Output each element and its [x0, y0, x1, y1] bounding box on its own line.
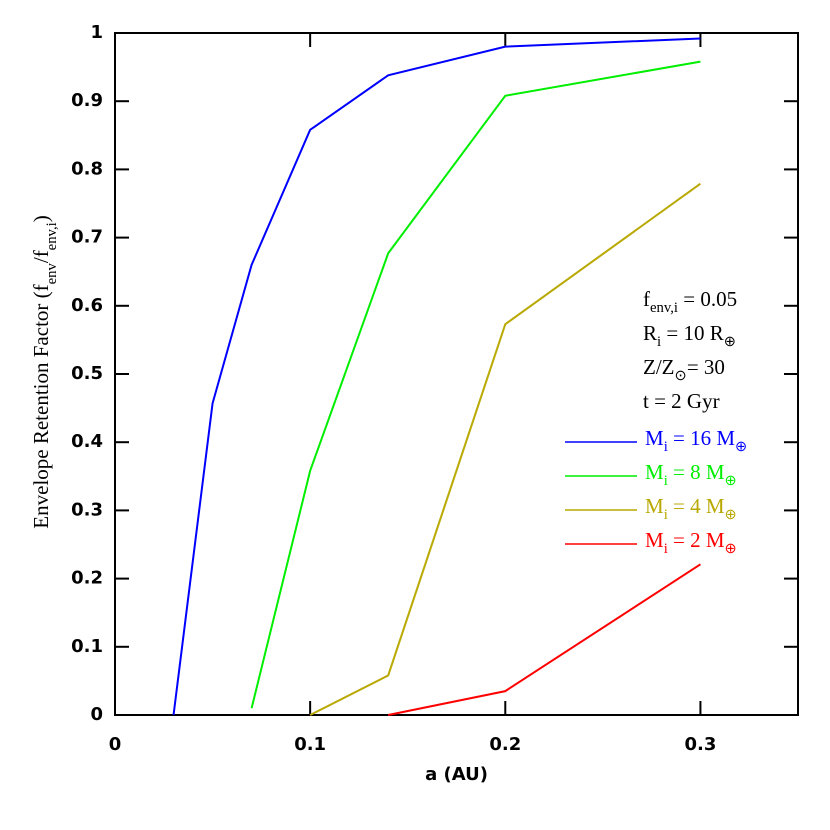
series-line	[309, 182, 702, 716]
y-tick-label: 0.1	[71, 636, 103, 657]
annotation-part: f	[643, 287, 650, 311]
y-axis-title-part: /f	[29, 250, 53, 263]
legend-label-part: M	[645, 460, 664, 484]
legend-label: Mi = 4 M⊕	[645, 494, 737, 524]
annotation-part: i	[657, 334, 661, 350]
y-axis-title-part: )	[29, 215, 53, 222]
y-axis-title: Envelope Retention Factor (fenv/fenv,i)	[29, 215, 60, 528]
y-tick-label: 0.7	[71, 227, 103, 248]
x-tick-label: 0.1	[294, 734, 326, 755]
y-axis-title-part: env,i	[44, 222, 60, 250]
y-tick-label: 1	[90, 22, 103, 43]
annotation-part: = 0.05	[678, 287, 737, 311]
y-axis-title-part: Envelope Retention Factor (f	[29, 284, 53, 528]
legend-label-part: ⊕	[725, 507, 737, 523]
legend-label-part: i	[664, 541, 668, 557]
legend-label-part: = 16 M	[668, 426, 736, 450]
annotation-part: R	[643, 321, 657, 345]
annotation: Z/Z⊙= 30	[643, 355, 725, 385]
annotation: fenv,i = 0.05	[643, 287, 737, 317]
legend-label-part: M	[645, 494, 664, 518]
y-tick-label: 0.5	[71, 363, 103, 384]
legend-label-part: M	[645, 426, 664, 450]
x-tick-label: 0.3	[684, 734, 716, 755]
legend-label: Mi = 16 M⊕	[645, 426, 747, 456]
legend-label-part: = 2 M	[668, 528, 725, 552]
annotation-part: = 10 R	[661, 321, 724, 345]
legend-label-part: i	[664, 439, 668, 455]
annotation-part: ⊙	[675, 368, 687, 384]
y-tick-label: 0.4	[71, 431, 103, 452]
annotation-part: = 30	[687, 355, 725, 379]
annotation-part: t = 2 Gyr	[643, 389, 720, 413]
series-line	[172, 37, 701, 716]
legend-label-part: = 8 M	[668, 460, 725, 484]
legend-label-part: ⊕	[735, 439, 747, 455]
legend-label-part: i	[664, 507, 668, 523]
legend-label-part: i	[664, 473, 668, 489]
y-axis-title-part: env	[44, 262, 60, 284]
legend-label-part: ⊕	[725, 473, 737, 489]
series-line	[250, 60, 701, 709]
series-line	[388, 563, 701, 716]
annotation-part: ⊕	[724, 334, 736, 350]
legend-label-part: M	[645, 528, 664, 552]
y-tick-label: 0.6	[71, 295, 103, 316]
x-axis-title: a (AU)	[425, 764, 488, 785]
legend-label-part: ⊕	[725, 541, 737, 557]
annotation-part: env,i	[650, 300, 678, 316]
legend-label: Mi = 2 M⊕	[645, 528, 737, 558]
x-tick-label: 0	[109, 734, 122, 755]
legend-label: Mi = 8 M⊕	[645, 460, 737, 490]
annotation: t = 2 Gyr	[643, 389, 720, 413]
y-tick-label: 0	[90, 704, 103, 725]
y-tick-label: 0.8	[71, 158, 103, 179]
annotation: Ri = 10 R⊕	[643, 321, 736, 351]
legend-label-part: = 4 M	[668, 494, 725, 518]
annotation-part: Z/Z	[643, 355, 675, 379]
x-tick-label: 0.2	[489, 734, 521, 755]
y-tick-label: 0.2	[71, 568, 103, 589]
y-tick-label: 0.3	[71, 499, 103, 520]
y-tick-label: 0.9	[71, 90, 103, 111]
